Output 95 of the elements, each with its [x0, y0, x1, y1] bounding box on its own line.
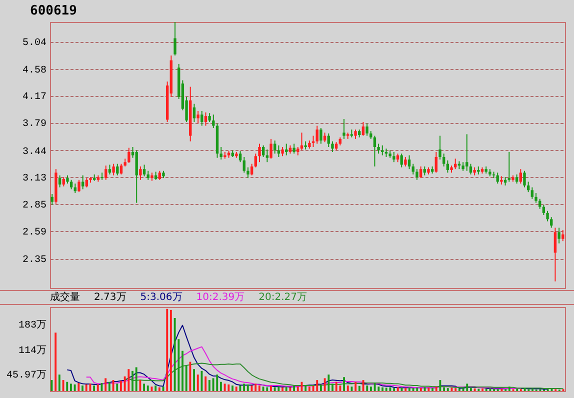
y-tick-label: 4.17	[22, 92, 46, 104]
candlestick	[342, 118, 346, 140]
candlestick	[200, 110, 204, 126]
candlestick	[158, 170, 161, 180]
text: 20:2.27万	[258, 292, 307, 303]
chart-title: 600619	[30, 4, 77, 18]
y-tick-label: 2.85	[22, 200, 46, 212]
candlestick	[238, 150, 242, 163]
candlestick	[85, 178, 88, 188]
candlestick	[412, 163, 414, 175]
candlestick	[270, 138, 272, 160]
candlestick	[469, 163, 472, 175]
candlestick	[128, 147, 130, 164]
line-series	[124, 362, 564, 390]
text: 10:2.39万	[196, 292, 245, 303]
y-tick-label: 3.13	[22, 174, 46, 185]
y-tick-label: 2.35	[22, 255, 46, 266]
candlestick	[538, 198, 542, 210]
candlestick	[446, 160, 450, 174]
y-tick-label: 114万	[18, 344, 46, 357]
candlestick	[281, 146, 284, 157]
candlestick	[377, 143, 380, 154]
candlestick	[266, 148, 269, 163]
line-series	[66, 324, 548, 390]
candlestick	[542, 204, 546, 216]
candlestick	[62, 176, 65, 187]
candlestick	[530, 186, 534, 200]
candlestick	[392, 151, 396, 163]
candlestick	[108, 164, 112, 175]
y-tick-label: 2.59	[22, 228, 46, 239]
candlestick	[373, 135, 376, 167]
candlestick	[254, 153, 257, 168]
candlestick	[112, 163, 115, 176]
candlestick	[523, 170, 526, 188]
text: 2.73万	[94, 292, 126, 303]
line-series	[86, 346, 522, 389]
candlestick	[416, 168, 418, 180]
candlestick	[354, 129, 357, 140]
y-tick-label: 183万	[18, 320, 46, 332]
candlestick	[70, 179, 73, 190]
candlestick	[81, 174, 84, 190]
y-tick-label: 5.04	[22, 38, 46, 50]
candlestick	[292, 143, 296, 154]
candlestick	[442, 153, 446, 167]
text: 成交量	[50, 292, 80, 303]
candlestick	[285, 143, 288, 156]
candlestick	[116, 163, 119, 176]
y-tick-label: 4.58	[22, 65, 46, 76]
y-tick-label: 45.97万	[6, 370, 46, 382]
candlestick	[250, 163, 254, 176]
candlestick	[78, 179, 80, 193]
candlestick	[212, 114, 215, 129]
candlestick	[400, 153, 403, 168]
candlestick	[408, 154, 411, 170]
candlestick	[50, 194, 54, 206]
candlestick	[316, 125, 318, 144]
candlestick	[262, 144, 265, 158]
text: 5:3.06万	[140, 292, 182, 303]
candlestick	[331, 140, 334, 152]
candlestick	[515, 174, 518, 184]
candlestick	[135, 150, 138, 204]
candlestick	[434, 151, 438, 174]
candlestick	[242, 156, 246, 174]
candlestick	[139, 166, 142, 180]
candlestick	[558, 227, 560, 244]
candlestick	[550, 216, 553, 228]
candlestick	[508, 151, 510, 182]
candlestick	[534, 192, 538, 204]
candlestick	[366, 122, 368, 136]
y-tick-label: 3.79	[22, 119, 46, 130]
candlestick	[192, 103, 196, 122]
candlestick	[404, 156, 407, 167]
candlestick	[454, 158, 457, 170]
candlestick	[466, 134, 468, 172]
candlestick	[320, 128, 322, 144]
candlestick	[100, 172, 104, 180]
candlestick	[554, 227, 557, 282]
candlestick	[142, 164, 146, 177]
candlestick	[196, 110, 200, 124]
candlestick	[104, 165, 108, 180]
candlestick	[519, 168, 522, 184]
candlestick	[274, 140, 276, 154]
candlestick	[58, 174, 62, 188]
candlestick	[562, 229, 564, 242]
candlestick	[546, 210, 549, 222]
candlestick	[246, 166, 250, 179]
candlestick	[204, 112, 208, 126]
candlestick	[362, 121, 365, 136]
candlestick	[174, 22, 176, 56]
y-tick-label: 3.44	[22, 146, 46, 158]
candlestick	[258, 143, 261, 163]
candlestick	[438, 135, 442, 160]
candlestick	[419, 166, 422, 179]
candlestick	[120, 163, 123, 175]
candlestick	[146, 170, 150, 180]
